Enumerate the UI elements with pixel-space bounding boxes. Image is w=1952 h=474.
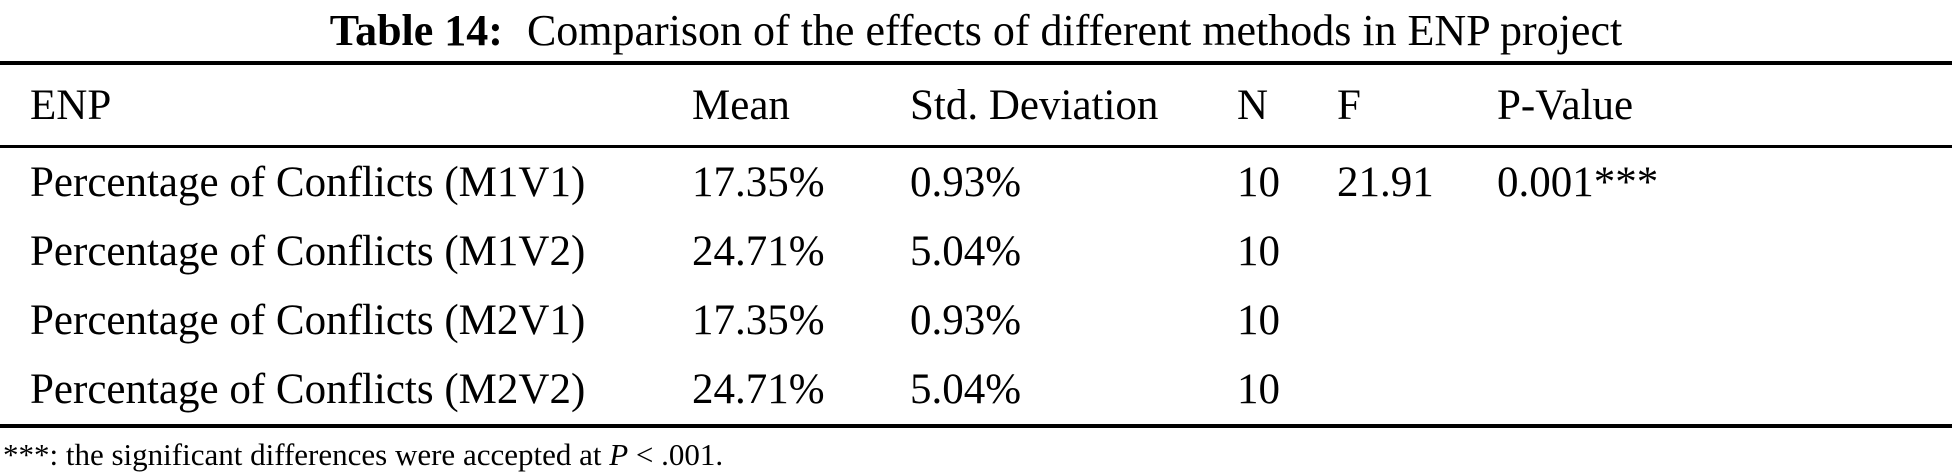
p-value-cell: 0.001*** [1497, 159, 1659, 206]
row-label-cell: Percentage of Conflicts (M2V1) [30, 297, 586, 344]
f-cell [1337, 217, 1497, 286]
col-header-enp: ENP [0, 63, 692, 148]
header-row: ENP Mean Std. Deviation N F P-Value [0, 63, 1952, 148]
mean-cell: 17.35% [692, 297, 825, 344]
std-deviation-cell: 5.04% [910, 366, 1022, 413]
f-cell [1337, 355, 1497, 426]
mean-cell: 17.35% [692, 159, 825, 206]
table-caption: Table 14: Comparison of the effects of d… [0, 0, 1952, 61]
col-header-f: F [1337, 63, 1497, 148]
row-label-cell: Percentage of Conflicts (M2V2) [30, 366, 586, 413]
col-header-p-value: P-Value [1497, 63, 1952, 148]
std-deviation-cell: 0.93% [910, 159, 1022, 206]
row-label-cell: Percentage of Conflicts (M1V2) [30, 228, 586, 275]
std-deviation-cell: 5.04% [910, 228, 1022, 275]
p-value-cell [1497, 355, 1952, 426]
mean-cell: 24.71% [692, 228, 825, 275]
table-caption-label: Table 14: [329, 6, 503, 55]
table-row-m2v1: Percentage of Conflicts (M2V1) 17.35% 0.… [0, 286, 1952, 355]
n-cell: 10 [1237, 228, 1280, 275]
col-header-mean: Mean [692, 63, 910, 148]
table-caption-text: Comparison of the effects of different m… [526, 6, 1623, 55]
table-row-m2v2: Percentage of Conflicts (M2V2) 24.71% 5.… [0, 355, 1952, 426]
results-table: ENP Mean Std. Deviation N F P-Value Perc… [0, 61, 1952, 428]
n-cell: 10 [1237, 297, 1280, 344]
p-value-cell [1497, 286, 1952, 355]
table-row-m1v2: Percentage of Conflicts (M1V2) 24.71% 5.… [0, 217, 1952, 286]
n-cell: 10 [1237, 366, 1280, 413]
std-deviation-cell: 0.93% [910, 297, 1022, 344]
footnote-significance-text: ***: the significant differences were ac… [3, 437, 610, 472]
footnote-threshold-text: < .001. [628, 437, 724, 472]
f-cell: 21.91 [1337, 159, 1434, 206]
table-row-m1v1: Percentage of Conflicts (M1V1) 17.35% 0.… [0, 147, 1952, 218]
col-header-std-deviation: Std. Deviation [910, 63, 1237, 148]
f-cell [1337, 286, 1497, 355]
n-cell: 10 [1237, 159, 1280, 206]
mean-cell: 24.71% [692, 366, 825, 413]
p-value-cell [1497, 217, 1952, 286]
row-label-cell: Percentage of Conflicts (M1V1) [30, 159, 586, 206]
col-header-n: N [1237, 63, 1337, 148]
table-footnote: ***: the significant differences were ac… [0, 428, 1952, 473]
footnote-p-symbol: P [609, 437, 629, 472]
